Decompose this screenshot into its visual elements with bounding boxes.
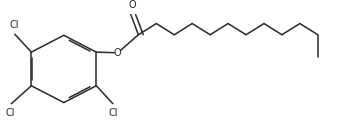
Text: Cl: Cl	[6, 108, 16, 118]
Text: O: O	[128, 0, 136, 10]
Text: O: O	[113, 48, 121, 58]
Text: Cl: Cl	[109, 108, 118, 118]
Text: Cl: Cl	[9, 20, 19, 30]
